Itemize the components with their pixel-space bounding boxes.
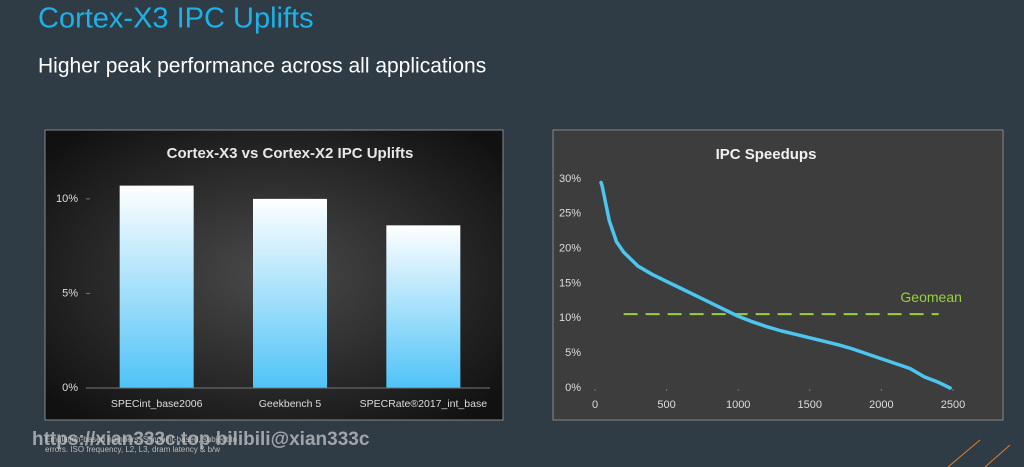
x-tick-label: 1500 <box>798 399 822 411</box>
y-tick-label: 0% <box>62 382 78 394</box>
y-tick-label: 0% <box>565 382 581 394</box>
footnote: Emulation-based numbers. Simpoint-based,… <box>45 435 238 444</box>
charts: Cortex-X3 vs Cortex-X2 IPC Uplifts 0% 5% 10… <box>56 145 965 411</box>
x-tick-label: 0 <box>592 399 598 411</box>
bar <box>119 185 194 388</box>
y-tick-label: 15% <box>559 277 581 289</box>
decoration <box>984 444 1011 467</box>
chart-frame <box>552 129 1004 421</box>
y-tick-label: 5% <box>62 287 78 299</box>
x-tick-label: 500 <box>657 399 675 411</box>
data-line <box>599 180 952 390</box>
x-tick-label: 1000 <box>726 399 750 411</box>
chart-title: IPC Speedups <box>716 146 817 163</box>
slide-title: Cortex-X3 IPC Uplifts <box>38 3 314 35</box>
decoration <box>947 439 981 467</box>
y-tick-label: 20% <box>559 243 581 255</box>
footnote: errors. ISO frequency, L2, L3, dram late… <box>45 445 220 454</box>
y-tick-label: 25% <box>559 208 581 220</box>
y-tick-label: 10% <box>56 193 78 205</box>
bar <box>386 225 461 388</box>
x-tick-label: Geekbench 5 <box>259 398 322 410</box>
x-tick-label: 2500 <box>941 399 965 411</box>
slide-subtitle: Higher peak performance across all appli… <box>38 55 486 78</box>
x-tick-label: SPECRate®2017_int_base <box>360 398 488 410</box>
y-tick-label: 5% <box>565 347 581 359</box>
y-tick-label: 10% <box>559 312 581 324</box>
x-tick-label: SPECint_base2006 <box>111 398 203 410</box>
watermark: https://xian333c.top bilibili@xian333c <box>32 429 370 450</box>
reference-label: Geomean <box>900 289 961 305</box>
chart-title: Cortex-X3 vs Cortex-X2 IPC Uplifts <box>167 145 414 162</box>
bar <box>253 198 327 388</box>
y-tick-label: 30% <box>559 173 581 185</box>
x-tick-label: 2000 <box>869 399 893 411</box>
